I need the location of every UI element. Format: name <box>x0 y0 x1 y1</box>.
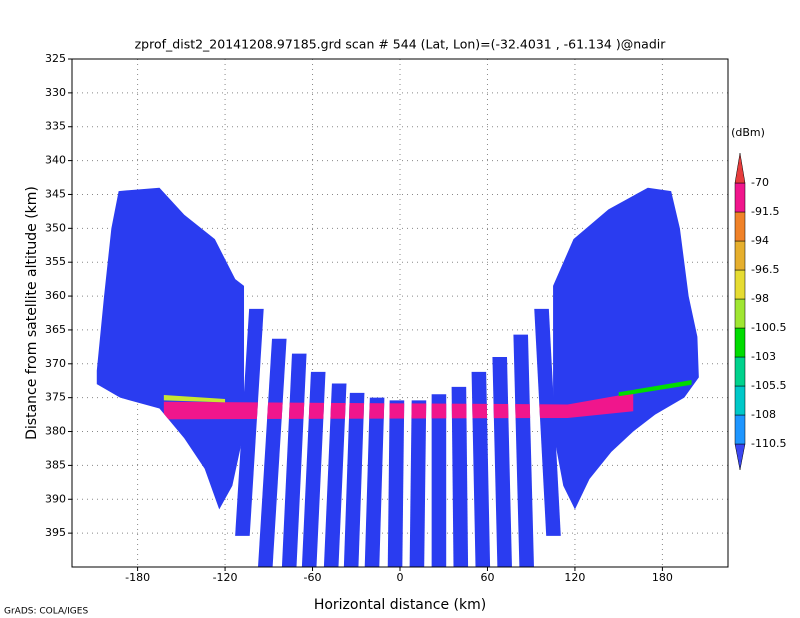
x-tick-label: -120 <box>213 571 238 584</box>
x-tick-label: -180 <box>125 571 150 584</box>
x-axis-label: Horizontal distance (km) <box>314 597 486 613</box>
echo-region <box>235 308 264 536</box>
colorbar-label: -96.5 <box>751 263 779 276</box>
echo-region <box>301 371 326 567</box>
x-tick-label: 180 <box>652 571 673 584</box>
echo-region <box>364 397 385 567</box>
y-tick-label: 390 <box>45 492 66 505</box>
echo-region <box>471 371 491 567</box>
colorbar-label: -100.5 <box>751 321 786 334</box>
colorbar-segment <box>734 414 746 445</box>
colorbar-segment <box>734 240 746 271</box>
echo-region <box>96 187 245 510</box>
credit: GrADS: COLA/IGES <box>4 607 88 617</box>
y-tick-label: 395 <box>45 526 66 539</box>
colorbar-segment <box>734 269 746 300</box>
colorbar-label: -103 <box>751 350 776 363</box>
echo-region <box>513 334 534 567</box>
x-tick-label: -60 <box>304 571 322 584</box>
x-tick-label: 120 <box>564 571 585 584</box>
colorbar-segment <box>734 182 746 213</box>
colorbar-label: -108 <box>751 408 776 421</box>
echo-region <box>534 308 561 536</box>
y-tick-label: 350 <box>45 221 66 234</box>
colorbar-triangle <box>734 152 746 184</box>
y-tick-label: 360 <box>45 289 66 302</box>
y-tick-label: 340 <box>45 154 66 167</box>
echo-region <box>431 394 447 567</box>
echo-region <box>343 392 365 567</box>
colorbar-label: -70 <box>751 176 769 189</box>
y-tick-label: 335 <box>45 120 66 133</box>
echo-region <box>553 187 699 510</box>
colorbar-triangle <box>734 443 746 471</box>
y-tick-label: 375 <box>45 391 66 404</box>
bright-band <box>163 394 226 403</box>
echo-region <box>323 383 347 567</box>
colorbar-label: -98 <box>751 292 769 305</box>
colorbar-label: -110.5 <box>751 437 786 450</box>
echo-region <box>258 338 287 567</box>
colorbar-segment <box>734 211 746 242</box>
y-tick-label: 330 <box>45 86 66 99</box>
y-tick-label: 325 <box>45 52 66 65</box>
x-tick-label: 0 <box>397 571 404 584</box>
echo-region <box>492 357 512 567</box>
y-tick-label: 380 <box>45 425 66 438</box>
chart-title: zprof_dist2_20141208.97185.grd scan # 54… <box>135 37 667 52</box>
colorbar-label: -105.5 <box>751 379 786 392</box>
bright-band <box>163 392 634 420</box>
colorbar-segment <box>734 327 746 358</box>
colorbar-label: -91.5 <box>751 205 779 218</box>
echo-region <box>451 386 469 567</box>
y-axis-label: Distance from satellite altitude (km) <box>24 186 40 440</box>
y-tick-label: 355 <box>45 255 66 268</box>
y-tick-label: 365 <box>45 323 66 336</box>
colorbar-segment <box>734 356 746 387</box>
y-tick-label: 385 <box>45 458 66 471</box>
colorbar-segment <box>734 385 746 416</box>
colorbar-segment <box>734 298 746 329</box>
colorbar-unit: (dBm) <box>731 126 765 139</box>
echo-region <box>387 400 405 567</box>
y-tick-label: 370 <box>45 357 66 370</box>
colorbar-label: -94 <box>751 234 769 247</box>
echo-region <box>281 353 307 567</box>
plot-frame <box>71 58 729 568</box>
x-tick-label: 60 <box>480 571 494 584</box>
echo-region <box>409 400 427 567</box>
bright-band <box>618 380 692 397</box>
y-tick-label: 345 <box>45 187 66 200</box>
